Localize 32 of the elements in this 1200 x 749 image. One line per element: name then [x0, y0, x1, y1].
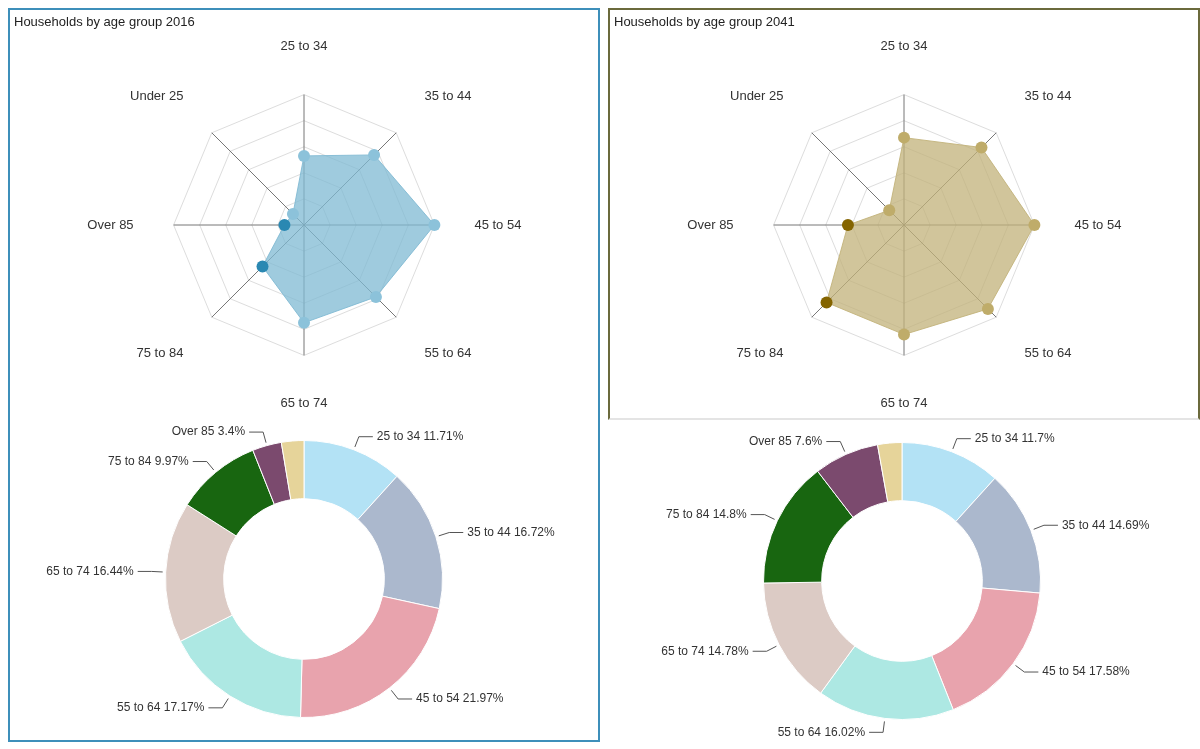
slice-label: 25 to 34 11.71% — [376, 429, 464, 444]
slice-label: 55 to 64 16.02% — [777, 724, 866, 739]
spoke-label: Under 25 — [130, 88, 184, 104]
spoke-label: Under 25 — [730, 88, 784, 104]
spoke-label: 65 to 74 — [880, 394, 928, 410]
spoke-label: 35 to 44 — [424, 88, 472, 104]
spoke-label: 65 to 74 — [280, 394, 328, 410]
slice-label: 65 to 74 16.44% — [46, 563, 135, 578]
spoke-label: Over 85 — [687, 216, 734, 232]
slice-label: 55 to 64 17.17% — [117, 700, 205, 715]
chart-title: Households by age group 2041 — [614, 14, 795, 29]
spoke-label: 45 to 54 — [474, 216, 522, 232]
slice-label: 75 to 84 9.97% — [108, 453, 190, 468]
slice-label: 25 to 34 11.7% — [974, 431, 1055, 445]
spoke-label: 75 to 84 — [136, 344, 184, 360]
slice-label: 45 to 54 17.58% — [1042, 664, 1131, 679]
spoke-label: 35 to 44 — [1024, 88, 1072, 104]
spoke-label: 55 to 64 — [424, 344, 472, 360]
slice-label: 35 to 44 16.72% — [467, 524, 555, 539]
chart-title: Households by age group 2016 — [14, 14, 195, 29]
spoke-label: 75 to 84 — [736, 344, 784, 360]
spoke-label: 25 to 34 — [880, 38, 928, 54]
slice-label: 35 to 44 14.69% — [1061, 517, 1150, 532]
spoke-label: Over 85 — [87, 216, 134, 232]
spoke-label: 25 to 34 — [280, 38, 328, 54]
slice-label: 45 to 54 21.97% — [416, 691, 504, 706]
slice-label: 65 to 74 14.78% — [661, 643, 749, 658]
slice-label: 75 to 84 14.8% — [665, 506, 748, 521]
slice-label: Over 85 7.6% — [748, 433, 823, 448]
slice-label: Over 85 3.4% — [171, 424, 246, 439]
spoke-label: 55 to 64 — [1024, 344, 1072, 360]
spoke-label: 45 to 54 — [1074, 216, 1122, 232]
